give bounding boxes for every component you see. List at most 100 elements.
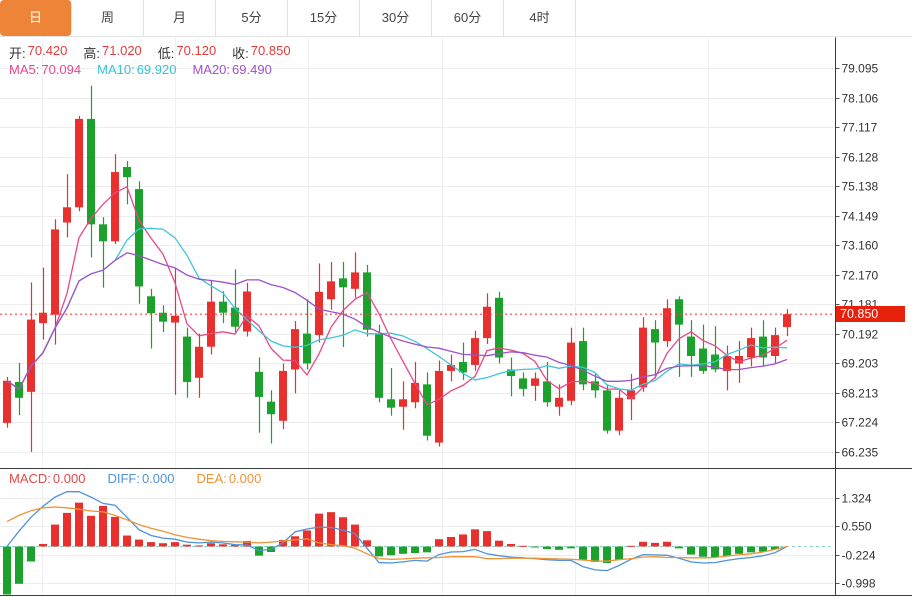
- macd-bar-5: [63, 512, 71, 547]
- macd-bar-33: [399, 546, 407, 554]
- macd-bar-49: [591, 546, 599, 562]
- macd-bar-15: [183, 544, 191, 547]
- candle-34: [411, 382, 419, 403]
- tab-timeframe-1[interactable]: 周: [72, 0, 144, 36]
- price-tick-label: 68.213: [842, 387, 879, 401]
- macd-tick-label: -0.998: [842, 577, 876, 591]
- candle-63: [759, 336, 767, 358]
- macd-bar-27: [327, 512, 335, 547]
- macd-bar-43: [519, 545, 527, 547]
- main-price-panel: [0, 38, 833, 468]
- candle-49: [591, 381, 599, 391]
- macd-bar-19: [231, 545, 239, 547]
- candle-54: [651, 329, 659, 343]
- candle-41: [495, 297, 503, 358]
- ma20-line: [6, 252, 788, 391]
- macd-bar-48: [579, 546, 587, 560]
- candle-2: [27, 319, 35, 392]
- macd-bar-41: [495, 540, 503, 547]
- macd-bar-20: [243, 541, 251, 547]
- candle-13: [159, 312, 167, 322]
- price-axis: 79.095 78.106 77.117 76.128 75.138 74.149 73.1…: [0, 37, 912, 596]
- macd-bar-50: [603, 546, 611, 563]
- candle-22: [267, 401, 275, 415]
- macd-bar-47: [567, 546, 575, 549]
- tab-timeframe-2[interactable]: 月: [144, 0, 216, 36]
- price-tick-label: 77.117: [842, 121, 878, 135]
- candle-64: [771, 335, 779, 356]
- tab-timeframe-5[interactable]: 30分: [360, 0, 432, 36]
- candle-20: [243, 291, 251, 332]
- candle-57: [687, 336, 695, 356]
- candle-18: [219, 301, 227, 313]
- macd-bar-40: [483, 531, 491, 547]
- price-tick-label: 75.138: [842, 180, 879, 194]
- candle-7: [87, 118, 95, 225]
- macd-bar-60: [723, 546, 731, 557]
- macd-bar-42: [507, 543, 515, 547]
- macd-bar-8: [99, 505, 107, 547]
- macd-bar-36: [435, 539, 443, 547]
- macd-bar-55: [663, 541, 671, 547]
- macd-bar-62: [747, 546, 755, 553]
- macd-bar-52: [627, 545, 635, 547]
- candle-45: [543, 381, 551, 403]
- macd-tick-label: 0.550: [842, 520, 872, 534]
- macd-bar-28: [339, 517, 347, 547]
- macd-bar-26: [315, 513, 323, 547]
- candle-44: [531, 378, 539, 386]
- macd-bar-63: [759, 546, 767, 552]
- price-tick-label: 69.203: [842, 357, 879, 371]
- price-tick-label: 66.235: [842, 446, 879, 460]
- candle-42: [507, 369, 515, 377]
- macd-tick-label: 1.324: [842, 492, 872, 506]
- candle-5: [63, 207, 71, 223]
- macd-bar-58: [699, 546, 707, 557]
- macd-bar-34: [411, 546, 419, 554]
- candle-14: [171, 315, 179, 323]
- tab-timeframe-6[interactable]: 60分: [432, 0, 504, 36]
- macd-bar-7: [87, 515, 95, 547]
- candle-29: [351, 272, 359, 289]
- candle-35: [423, 384, 431, 436]
- candle-28: [339, 278, 347, 288]
- candle-37: [447, 364, 455, 371]
- macd-bar-17: [207, 543, 215, 547]
- macd-bar-46: [555, 546, 563, 550]
- candle-30: [363, 272, 371, 330]
- macd-bar-54: [651, 542, 659, 547]
- candle-26: [315, 291, 323, 336]
- candle-51: [615, 397, 623, 431]
- candle-6: [75, 118, 83, 208]
- candle-16: [195, 346, 203, 378]
- price-tick-label: 78.106: [842, 92, 879, 106]
- price-tick-label: 74.149: [842, 210, 879, 224]
- tab-timeframe-0[interactable]: 日: [0, 0, 72, 36]
- macd-tick-label: -0.224: [842, 549, 876, 563]
- macd-bar-64: [771, 546, 779, 550]
- macd-bar-29: [351, 524, 359, 547]
- ma5-line: [6, 185, 788, 406]
- candle-32: [387, 399, 395, 408]
- candle-27: [327, 281, 335, 300]
- tab-timeframe-4[interactable]: 15分: [288, 0, 360, 36]
- candle-15: [183, 336, 191, 382]
- macd-bar-18: [219, 544, 227, 547]
- tab-timeframe-7[interactable]: 4时: [504, 0, 576, 36]
- macd-bar-45: [543, 546, 551, 550]
- macd-bar-2: [27, 546, 35, 562]
- macd-bar-1: [15, 546, 23, 584]
- candle-38: [459, 361, 467, 373]
- candle-4: [51, 229, 59, 315]
- macd-bar-37: [447, 537, 455, 547]
- candle-8: [99, 224, 107, 242]
- macd-bar-32: [387, 546, 395, 556]
- macd-bar-59: [711, 546, 719, 558]
- candle-21: [255, 371, 263, 397]
- candle-56: [675, 299, 683, 325]
- candle-9: [111, 172, 119, 242]
- candle-61: [735, 356, 743, 364]
- macd-bar-12: [147, 542, 155, 547]
- tab-timeframe-3[interactable]: 5分: [216, 0, 288, 36]
